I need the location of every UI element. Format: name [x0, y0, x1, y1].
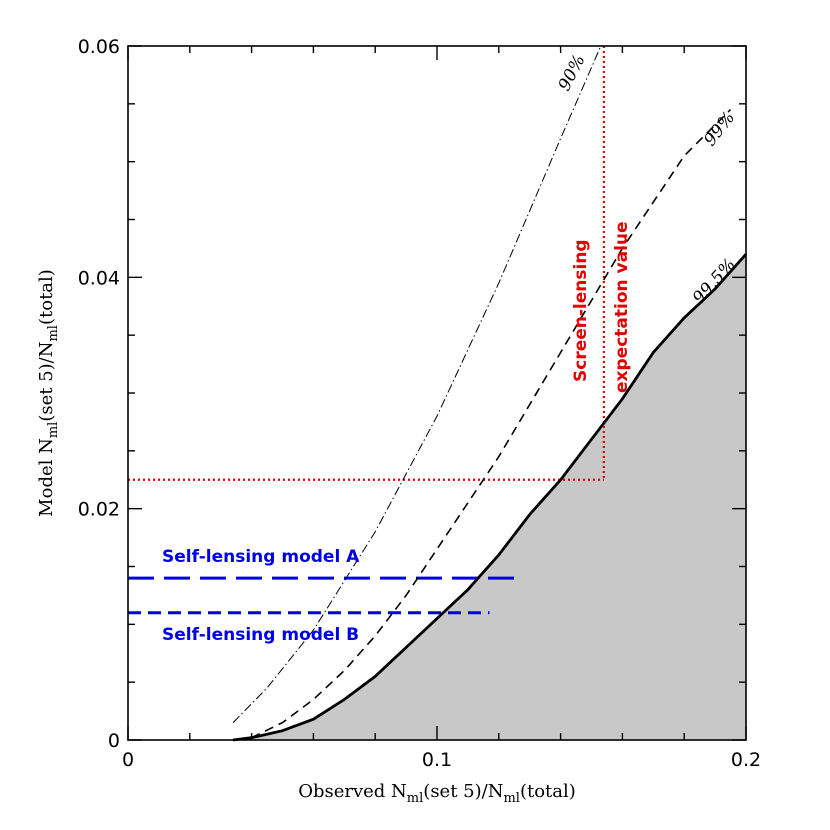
- label-90: 90%: [555, 52, 590, 95]
- y-axis-label: Model Nml(set 5)/Nml(total): [36, 269, 61, 517]
- label-99: 99%: [700, 108, 739, 150]
- y-tick-label: 0.04: [78, 267, 120, 289]
- model-b-label: Self-lensing model B: [162, 625, 359, 645]
- model-a-label: Self-lensing model A: [162, 547, 360, 567]
- expectation-value-label: expectation value: [612, 221, 632, 393]
- x-tick-label: 0.2: [731, 749, 761, 771]
- curve-90: [232, 45, 602, 723]
- y-tick-label: 0.06: [78, 36, 120, 58]
- x-tick-label: 0: [122, 749, 134, 771]
- screen-lensing-label: Screen-lensing: [571, 239, 591, 382]
- x-tick-label: 0.1: [422, 749, 452, 771]
- y-tick-label: 0.02: [78, 499, 120, 521]
- y-tick-label: 0: [108, 730, 120, 752]
- curve-99: [251, 109, 732, 739]
- curve-99-5: [232, 253, 748, 742]
- x-axis-label: Observed Nml(set 5)/Nml(total): [298, 781, 576, 806]
- shaded-region: [233, 254, 746, 740]
